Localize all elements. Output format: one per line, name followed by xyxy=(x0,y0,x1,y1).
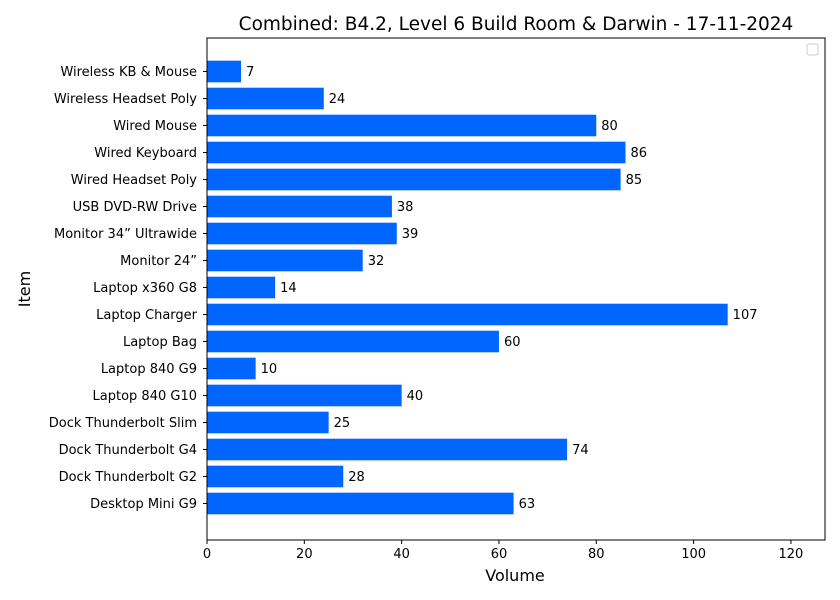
legend-box xyxy=(806,43,819,56)
bar-value-label: 7 xyxy=(246,65,254,80)
bar-value-label: 32 xyxy=(368,254,385,269)
bar xyxy=(207,492,514,515)
bar xyxy=(207,438,568,461)
bar xyxy=(207,384,402,407)
legend xyxy=(806,43,819,56)
y-tick-label: Desktop Mini G9 xyxy=(90,497,197,512)
x-tick-label: 100 xyxy=(681,547,706,562)
bar-value-label: 60 xyxy=(504,335,521,350)
bar xyxy=(207,465,344,488)
y-tick-label: Laptop Bag xyxy=(123,335,197,350)
bar xyxy=(207,60,242,83)
y-tick-label: Monitor 34” Ultrawide xyxy=(54,227,197,242)
x-tick-label: 60 xyxy=(491,547,508,562)
bar xyxy=(207,222,397,245)
y-tick-label: Wired Keyboard xyxy=(94,146,197,161)
bar-value-label: 40 xyxy=(407,389,424,404)
x-tick-label: 40 xyxy=(393,547,410,562)
bar-value-label: 107 xyxy=(733,308,758,323)
y-tick-label: Wireless KB & Mouse xyxy=(60,65,197,80)
y-axis-title: Item xyxy=(15,271,34,307)
y-tick-label: Laptop 840 G9 xyxy=(101,362,197,377)
y-tick-label: Laptop Charger xyxy=(96,308,198,323)
y-tick-label: Dock Thunderbolt G2 xyxy=(59,470,197,485)
x-tick-label: 80 xyxy=(588,547,605,562)
bar-value-label: 10 xyxy=(261,362,278,377)
y-axis: Desktop Mini G9 Dock Thunderbolt G2 Dock T… xyxy=(49,65,207,512)
y-tick-label: USB DVD-RW Drive xyxy=(73,200,197,215)
y-tick-label: Wired Headset Poly xyxy=(71,173,198,188)
bar-value-label: 74 xyxy=(572,443,589,458)
x-axis: 0 20 40 60 80 100 120 xyxy=(203,540,803,562)
bar-value-label: 14 xyxy=(280,281,297,296)
bar-value-label: 86 xyxy=(630,146,647,161)
y-tick-label: Wireless Headset Poly xyxy=(54,92,197,107)
bar-value-label: 25 xyxy=(334,416,351,431)
bar xyxy=(207,276,276,299)
bar xyxy=(207,114,597,137)
bar-value-label: 39 xyxy=(402,227,419,242)
bar-value-label: 38 xyxy=(397,200,414,215)
bar xyxy=(207,168,621,191)
bar xyxy=(207,357,256,380)
bar xyxy=(207,87,324,110)
bar-value-label: 24 xyxy=(329,92,346,107)
x-tick-label: 20 xyxy=(296,547,313,562)
plot-frame xyxy=(206,37,826,541)
y-tick-label: Wired Mouse xyxy=(113,119,197,134)
y-tick-label: Laptop x360 G8 xyxy=(93,281,197,296)
y-tick-label: Dock Thunderbolt G4 xyxy=(59,443,197,458)
bar xyxy=(207,330,499,353)
bar-value-label: 80 xyxy=(601,119,618,134)
x-tick-label: 0 xyxy=(203,547,211,562)
y-tick-label: Monitor 24” xyxy=(120,254,197,269)
bar xyxy=(207,303,728,326)
bar-value-label: 63 xyxy=(519,497,536,512)
bar xyxy=(207,195,392,218)
bar xyxy=(207,141,626,164)
bar-value-label: 28 xyxy=(348,470,365,485)
bar xyxy=(207,249,363,272)
y-tick-label: Laptop 840 G10 xyxy=(93,389,197,404)
x-tick-label: 120 xyxy=(779,547,804,562)
chart-title: Combined: B4.2, Level 6 Build Room & Dar… xyxy=(239,14,794,35)
bars-group: 63 28 74 25 40 10 60 107 14 32 39 38 85 86 80 24 7 xyxy=(207,60,758,515)
y-tick-label: Dock Thunderbolt Slim xyxy=(49,416,197,431)
x-axis-title: Volume xyxy=(485,566,545,585)
bar-value-label: 85 xyxy=(626,173,643,188)
bar xyxy=(207,411,329,434)
